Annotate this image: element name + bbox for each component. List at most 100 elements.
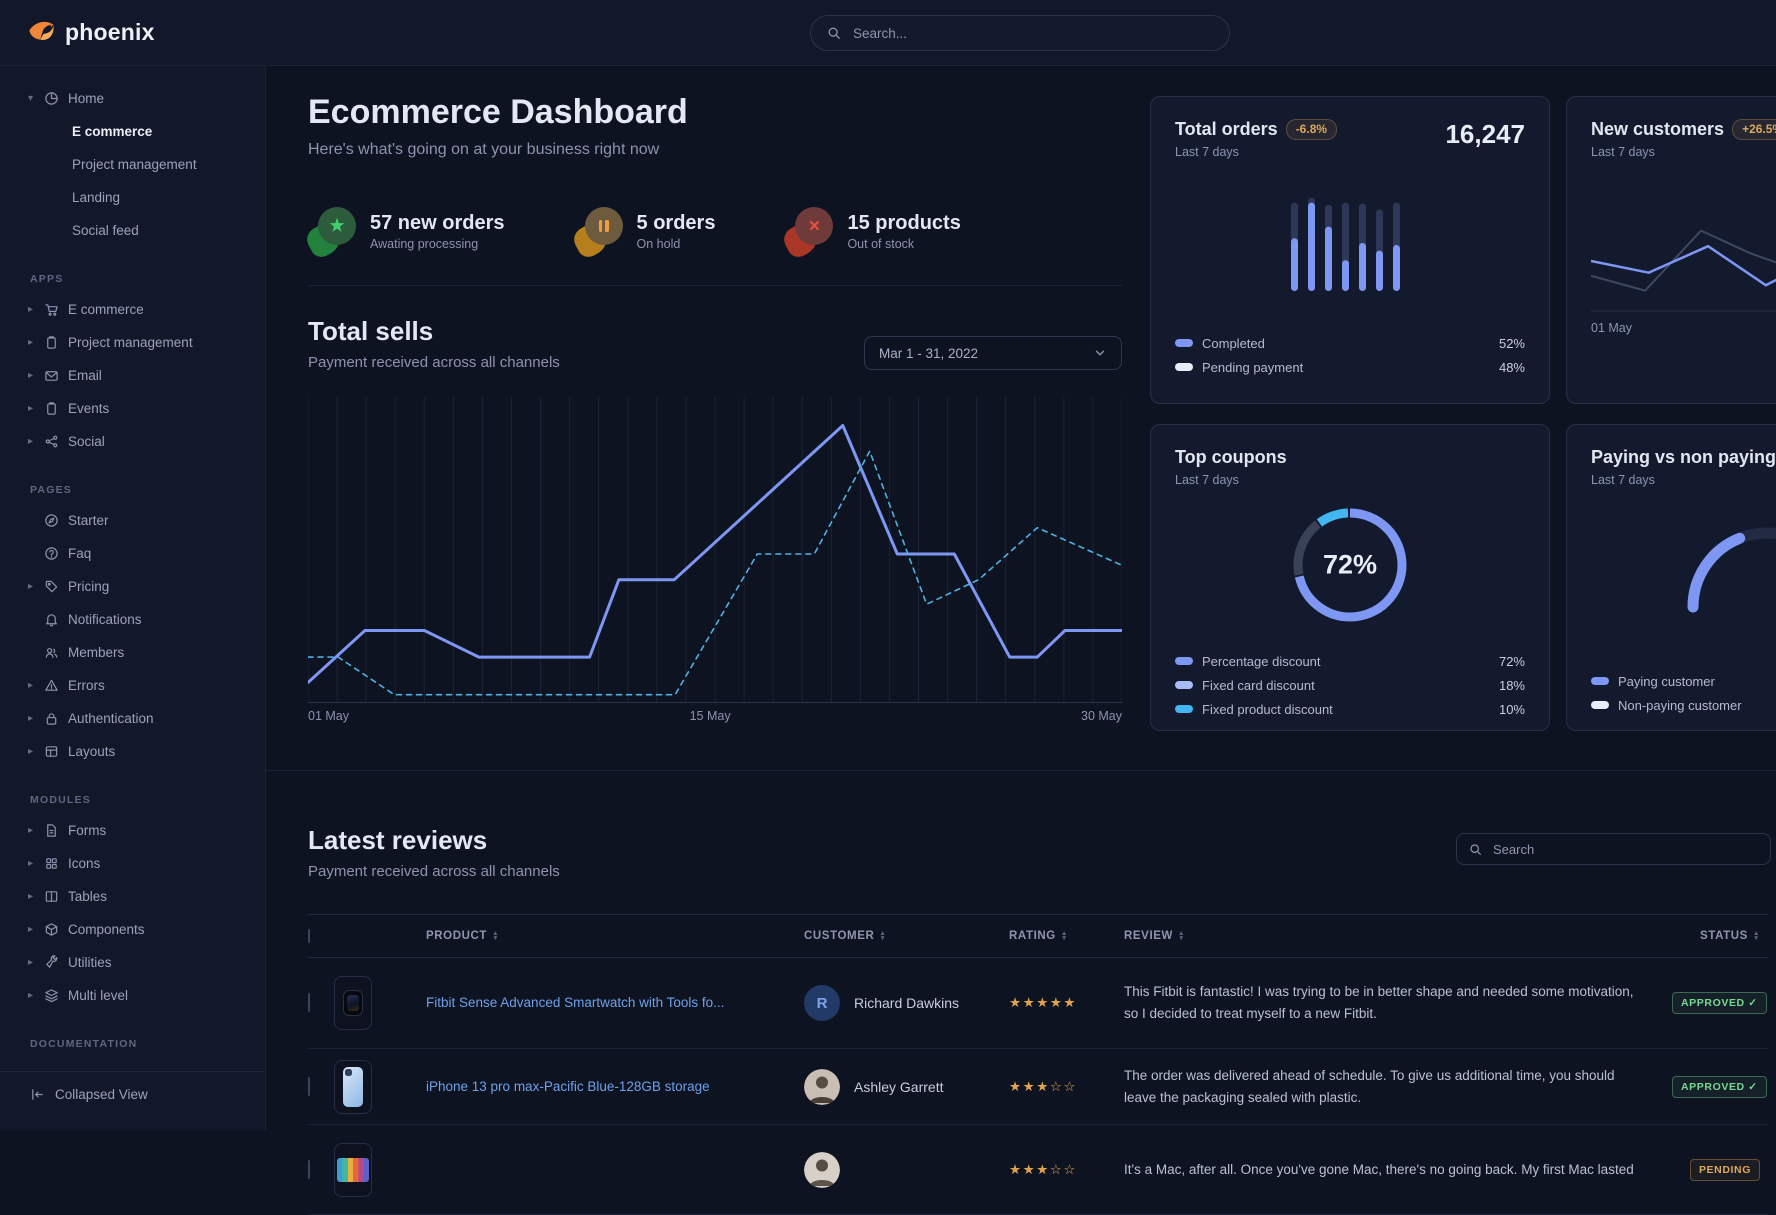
stat-value: 15 products xyxy=(847,211,961,234)
legend-swatch xyxy=(1175,681,1193,689)
stat-caption: On hold xyxy=(636,236,681,251)
select-all-checkbox[interactable] xyxy=(308,929,310,943)
x-tick-start: 01 May xyxy=(308,709,349,723)
sidebar-item-tables[interactable]: ▸ Tables xyxy=(0,880,265,913)
sidebar-item-components[interactable]: ▸ Components xyxy=(0,913,265,946)
layers-icon xyxy=(44,988,68,1003)
stat-caption: Out of stock xyxy=(847,236,915,251)
table-row: iPhone 13 pro max-Pacific Blue-128GB sto… xyxy=(308,1049,1768,1125)
caret-right-icon: ▸ xyxy=(28,403,34,414)
legend-paying-customer: Paying customer xyxy=(1591,669,1776,693)
product-link[interactable]: iPhone 13 pro max-Pacific Blue-128GB sto… xyxy=(426,1078,710,1094)
reviews-title: Latest reviews xyxy=(308,825,488,855)
table-row: Fitbit Sense Advanced Smartwatch with To… xyxy=(308,958,1768,1049)
sidebar-item-events[interactable]: ▸ Events xyxy=(0,392,265,425)
sidebar-subitem-e-commerce[interactable]: E commerce xyxy=(72,124,153,139)
sidebar-item-project-management[interactable]: ▸ Project management xyxy=(0,326,265,359)
bell-icon xyxy=(44,612,68,627)
sidebar-item-label: Social xyxy=(68,434,105,449)
sidebar-subitem-landing[interactable]: Landing xyxy=(72,190,121,205)
sidebar-nav: ▾ Home E commerce Project management Landin… xyxy=(0,82,265,1058)
sidebar-section-apps: APPS xyxy=(30,273,64,285)
mail-icon xyxy=(44,368,68,383)
legend-label: Fixed card discount xyxy=(1202,677,1315,693)
col-header-review[interactable]: REVIEW ▲ ▼ xyxy=(1124,930,1186,942)
sidebar-subitem-project-management[interactable]: Project management xyxy=(72,157,197,172)
col-header-customer[interactable]: CUSTOMER ▲ ▼ xyxy=(804,930,887,942)
new-customers-x-label: 01 May xyxy=(1591,321,1632,335)
legend-label: Fixed product discount xyxy=(1202,701,1333,717)
sidebar-item-email[interactable]: ▸ Email xyxy=(0,359,265,392)
coupons-legend: Percentage discount 72% Fixed card disco… xyxy=(1175,649,1525,721)
caret-right-icon: ▸ xyxy=(28,990,34,1001)
sidebar-item-e-commerce[interactable]: ▸ E commerce xyxy=(0,293,265,326)
sidebar-item-authentication[interactable]: ▸ Authentication xyxy=(0,702,265,735)
reviews-table: PRODUCT ▲ ▼ CUSTOMER ▲ ▼ RATING ▲ ▼ REVIEW ▲ ▼ S… xyxy=(308,914,1768,1215)
sidebar-item-social[interactable]: ▸ Social xyxy=(0,425,265,458)
sidebar-item-utilities[interactable]: ▸ Utilities xyxy=(0,946,265,979)
sidebar-item-layouts[interactable]: ▸ Layouts xyxy=(0,735,265,768)
caret-right-icon: ▸ xyxy=(28,436,34,447)
product-thumbnail-imac[interactable] xyxy=(334,1142,372,1197)
total-sells-title: Total sells xyxy=(308,316,434,346)
sidebar-item-faq[interactable]: Faq xyxy=(0,537,265,570)
total-sells-subtitle: Payment received across all channels xyxy=(308,354,560,371)
product-link[interactable]: Fitbit Sense Advanced Smartwatch with To… xyxy=(426,995,725,1010)
sidebar-item-members[interactable]: Members xyxy=(0,636,265,669)
legend-label: Paying customer xyxy=(1618,673,1715,689)
legend-completed: Completed 52% xyxy=(1175,331,1525,355)
col-header-product[interactable]: PRODUCT ▲ ▼ xyxy=(426,930,500,942)
product-thumbnail-phone[interactable] xyxy=(334,1059,372,1114)
legend-percentage-discount: Percentage discount 72% xyxy=(1175,649,1525,673)
table-header-row: PRODUCT ▲ ▼ CUSTOMER ▲ ▼ RATING ▲ ▼ REVIEW ▲ ▼ S… xyxy=(308,914,1768,958)
brand-logo[interactable]: phoenix xyxy=(26,18,155,48)
date-range-select[interactable]: Mar 1 - 31, 2022 xyxy=(864,336,1122,370)
sidebar: ▾ Home E commerce Project management Landin… xyxy=(0,66,266,1130)
sidebar-item-forms[interactable]: ▸ Forms xyxy=(0,814,265,847)
row-checkbox[interactable] xyxy=(308,993,310,1012)
sort-icon: ▲ ▼ xyxy=(1752,930,1760,942)
sidebar-item-errors[interactable]: ▸ Errors xyxy=(0,669,265,702)
sidebar-item-label: Authentication xyxy=(68,711,154,726)
stat-15-products: ✕ 15 products Out of stock xyxy=(780,207,961,261)
stat-57-new-orders: ★ 57 new orders Awating processing xyxy=(302,207,505,261)
caret-down-icon: ▾ xyxy=(28,93,34,104)
new-customers-card: New customers +26.5% Last 7 days 01 May xyxy=(1566,96,1776,404)
sidebar-subitem-social-feed[interactable]: Social feed xyxy=(72,223,139,238)
col-header-rating[interactable]: RATING ▲ ▼ xyxy=(1009,930,1068,942)
review-text: The order was delivered ahead of schedul… xyxy=(1124,1067,1615,1105)
sidebar-item-home[interactable]: ▾ Home xyxy=(0,82,265,115)
sidebar-item-label: Project management xyxy=(68,335,193,350)
new-customers-delta-badge: +26.5% xyxy=(1732,119,1776,140)
total-orders-card: Total orders -6.8% Last 7 days 16,247 Com… xyxy=(1150,96,1550,404)
collapse-icon xyxy=(30,1087,45,1102)
x-axis-labels: 01 May 15 May 30 May xyxy=(308,709,1122,731)
sidebar-item-starter[interactable]: Starter xyxy=(0,504,265,537)
sidebar-item-notifications[interactable]: Notifications xyxy=(0,603,265,636)
col-header-status[interactable]: STATUS ▲ ▼ xyxy=(1700,930,1760,942)
top-coupons-period: Last 7 days xyxy=(1175,473,1239,487)
sidebar-item-multi-level[interactable]: ▸ Multi level xyxy=(0,979,265,1012)
legend-swatch xyxy=(1591,677,1609,685)
chevron-down-icon xyxy=(1093,346,1107,360)
avatar xyxy=(804,1068,840,1105)
new-customers-chart xyxy=(1591,223,1776,315)
collapsed-view-toggle[interactable]: Collapsed View xyxy=(0,1071,265,1130)
stat-value: 57 new orders xyxy=(370,211,505,234)
product-thumbnail-watch[interactable] xyxy=(334,976,372,1030)
row-checkbox[interactable] xyxy=(308,1159,310,1179)
reviews-search[interactable] xyxy=(1456,833,1771,865)
global-search[interactable] xyxy=(810,15,1230,51)
reviews-search-input[interactable] xyxy=(1491,840,1758,858)
review-text: It's a Mac, after all. Once you've gone … xyxy=(1124,1161,1634,1177)
coupons-donut-chart: 72% xyxy=(1175,503,1525,627)
sidebar-item-pricing[interactable]: ▸ Pricing xyxy=(0,570,265,603)
legend-label: Non-paying customer xyxy=(1618,697,1742,713)
legend-value: 52% xyxy=(1498,335,1525,351)
avatar: R xyxy=(804,985,840,1021)
global-search-input[interactable] xyxy=(851,24,1213,42)
file-icon xyxy=(44,823,68,838)
sidebar-item-icons[interactable]: ▸ Icons xyxy=(0,847,265,880)
row-checkbox[interactable] xyxy=(308,1076,310,1096)
sidebar-item-label: Icons xyxy=(68,856,101,871)
